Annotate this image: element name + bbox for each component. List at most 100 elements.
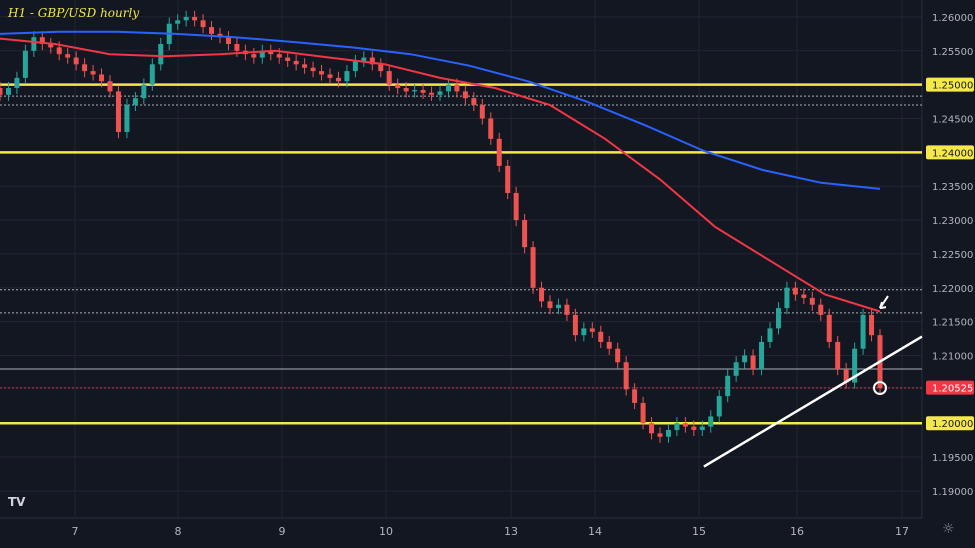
candle-body-79 [665,429,671,437]
candle-body-17 [141,84,147,99]
candle-body-35 [293,60,299,65]
candle-body-67 [564,304,570,315]
candle-body-11 [90,71,96,75]
y-tick-label-5: 1.23500 [932,182,973,193]
candle-body-6 [48,44,54,48]
y-tick-bg-2 [926,77,974,92]
candle-body-66 [555,304,561,309]
x-tick-label-4: 13 [504,525,518,538]
candle-body-23 [192,16,198,21]
y-tick-label-0: 1.26000 [932,13,973,24]
candle-body-101 [852,348,858,383]
candle-body-54 [454,84,460,92]
candle-body-53 [445,84,451,92]
x-tick-label-1: 8 [175,525,182,538]
candle-body-55 [462,91,468,99]
x-tick-label-6: 15 [692,525,706,538]
candle-body-80 [674,423,680,430]
candle-body-16 [132,98,138,105]
candle-body-58 [488,118,494,139]
moving-average-blue [0,30,881,190]
arrow-marker [879,295,889,310]
candle-body-81 [682,423,688,427]
candle-body-68 [572,314,578,336]
candle-body-25 [209,27,215,34]
candle-body-46 [386,71,392,85]
candle-body-56 [471,98,477,105]
candle-body-42 [352,60,358,72]
moving-average-red [0,37,881,313]
candle-body-102 [860,314,866,349]
candle-body-96 [809,297,815,305]
candle-body-10 [82,64,88,72]
y-tick-label-9: 1.21500 [932,318,973,329]
candle-body-88 [742,355,748,363]
candle-body-50 [420,90,426,93]
candle-body-86 [725,375,731,397]
candle-body-19 [158,44,164,65]
candle-body-40 [335,77,341,82]
candle-body-99 [835,341,841,370]
candle-body-95 [801,294,807,298]
candle-body-64 [539,287,545,302]
candle-body-45 [378,64,384,72]
trendline [703,335,923,468]
y-tick-label-1: 1.25500 [932,47,973,58]
candle-body-57 [479,104,485,119]
candle-body-33 [276,54,282,58]
candle-body-47 [395,84,401,89]
candle-body-103 [869,314,875,336]
candle-body-7 [56,47,62,55]
y-tick-label-2: 1.25000 [932,81,973,92]
x-tick-label-2: 9 [279,525,286,538]
candle-body-22 [183,16,189,21]
x-tick-label-0: 7 [72,525,79,538]
candle-body-49 [412,90,418,92]
candle-body-77 [649,423,655,434]
candle-body-93 [784,287,790,309]
candle-body-85 [716,396,722,417]
candle-body-74 [623,362,629,390]
candle-body-73 [615,348,621,363]
candle-body-2 [14,77,20,89]
y-tick-label-11: 1.20525 [932,384,973,395]
candle-body-82 [691,426,697,430]
tradingview-logo: TV [8,495,26,509]
candle-body-91 [767,328,773,342]
candle-body-97 [818,304,824,315]
x-tick-label-5: 14 [588,525,602,538]
candle-body-71 [598,331,604,342]
y-tick-bg-11 [926,380,974,395]
y-tick-bg-4 [926,145,974,160]
candle-body-36 [302,64,308,68]
candle-body-87 [733,362,739,376]
candle-body-69 [581,328,587,336]
candle-body-37 [310,67,316,72]
candle-body-84 [708,416,714,427]
y-tick-label-4: 1.24000 [932,148,973,159]
x-tick-label-7: 16 [790,525,804,538]
y-tick-label-12: 1.20000 [932,419,973,430]
y-tick-label-14: 1.19000 [932,487,973,498]
candle-body-94 [792,287,798,295]
candle-body-62 [522,220,528,248]
candle-body-0 [0,88,3,95]
candle-body-65 [547,301,553,309]
candle-body-44 [369,57,375,65]
candle-body-48 [403,88,409,92]
candle-body-76 [640,402,646,424]
candle-body-72 [606,341,612,349]
y-tick-bg-12 [926,416,974,431]
y-tick-label-7: 1.22500 [932,250,973,261]
candle-body-1 [5,88,11,95]
candle-body-18 [149,64,155,85]
candle-body-31 [259,50,265,58]
candle-body-60 [505,165,511,193]
candle-body-41 [344,71,350,82]
candle-body-13 [107,81,113,92]
candle-body-51 [429,92,435,95]
candle-body-63 [530,247,536,288]
settings-icon[interactable]: ☼ [942,521,955,537]
